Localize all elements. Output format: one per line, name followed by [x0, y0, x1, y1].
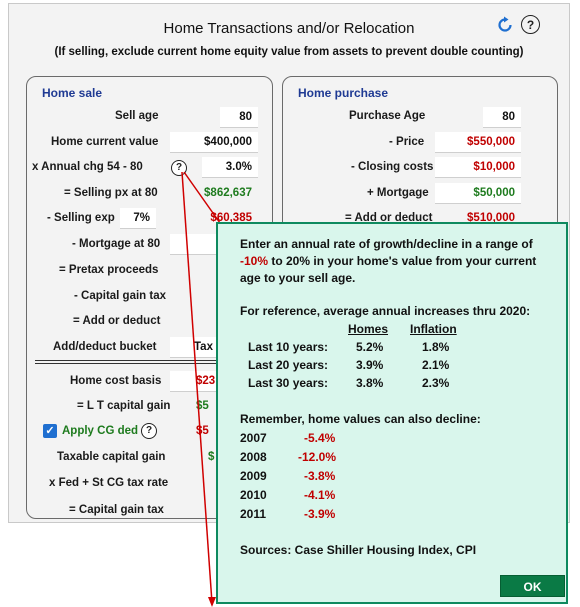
taxable-capital-gain-label: Taxable capital gain	[57, 451, 166, 463]
purchase-mortgage-input[interactable]: $50,000	[435, 183, 521, 204]
purchase-mortgage-label: + Mortgage	[367, 187, 429, 199]
decline-change: -4.1%	[304, 488, 336, 502]
purchase-age-label: Purchase Age	[349, 110, 426, 122]
selling-px-label: = Selling px at 80	[64, 187, 158, 199]
purchase-add-deduct-value: $510,000	[467, 212, 515, 224]
pretax-proceeds-label: = Pretax proceeds	[59, 264, 159, 276]
annual-change-label: x Annual chg 54 - 80	[32, 161, 143, 173]
taxable-capital-gain-value: $	[208, 451, 215, 463]
decline-year: 2009	[240, 469, 267, 483]
decline-year: 2010	[240, 488, 267, 502]
tooltip-reference: For reference, average annual increases …	[240, 304, 531, 318]
decline-change: -12.0%	[298, 450, 337, 464]
stats-inflation: 1.8%	[422, 340, 450, 354]
col-homes-header: Homes	[348, 322, 389, 336]
apply-cg-ded-checkbox[interactable]: ✓	[43, 424, 57, 438]
tooltip-intro-negative: -10%	[240, 254, 269, 268]
refresh-icon[interactable]	[495, 15, 515, 35]
col-inflation-header: Inflation	[410, 322, 457, 336]
tooltip-intro-line-1: Enter an annual rate of growth/decline i…	[240, 237, 533, 251]
selling-px-value: $862,637	[204, 187, 252, 199]
tooltip-sources: Sources: Case Shiller Housing Index, CPI	[240, 543, 477, 557]
stats-period: Last 10 years:	[248, 340, 329, 354]
apply-cg-help-icon[interactable]: ?	[141, 423, 157, 439]
selling-exp-label: - Selling exp	[47, 212, 115, 224]
add-or-deduct-label: = Add or deduct	[73, 315, 161, 327]
stats-period: Last 20 years:	[248, 358, 329, 372]
decline-year: 2011	[240, 507, 267, 521]
lt-capital-gain-label: = L T capital gain	[77, 400, 171, 412]
decline-year: 2007	[240, 431, 267, 445]
decline-change: -5.4%	[304, 431, 336, 445]
stats-homes: 3.9%	[356, 358, 384, 372]
purchase-price-input[interactable]: $550,000	[435, 132, 521, 153]
selling-exp-pct-input[interactable]: 7%	[120, 208, 156, 229]
capital-gain-tax-label: - Capital gain tax	[74, 290, 167, 302]
sell-age-label: Sell age	[115, 110, 159, 122]
selling-exp-value: $60,385	[210, 212, 252, 224]
purchase-price-label: - Price	[389, 136, 425, 148]
stats-inflation: 2.3%	[422, 376, 450, 390]
decline-change: -3.9%	[304, 507, 336, 521]
home-current-value-input[interactable]: $400,000	[170, 132, 258, 153]
help-icon[interactable]: ?	[521, 15, 540, 34]
home-current-value-label: Home current value	[51, 136, 159, 148]
closing-costs-label: - Closing costs	[351, 161, 434, 173]
home-purchase-title: Home purchase	[298, 86, 389, 100]
add-deduct-bucket-label: Add/deduct bucket	[53, 341, 157, 353]
tooltip-intro-line-3: age to your sell age.	[240, 271, 356, 285]
annual-change-input[interactable]: 3.0%	[202, 157, 258, 178]
apply-cg-ded-label: Apply CG ded	[62, 425, 139, 437]
tooltip-intro-line-2: to 20% in your home's value from your cu…	[268, 254, 537, 268]
stats-period: Last 30 years:	[248, 376, 329, 390]
decline-year: 2008	[240, 450, 267, 464]
annual-change-help-icon[interactable]: ?	[171, 160, 187, 176]
purchase-age-input[interactable]: 80	[483, 107, 521, 128]
capital-gain-tax-total-label: = Capital gain tax	[69, 504, 164, 516]
decline-change: -3.8%	[304, 469, 336, 483]
stats-homes: 5.2%	[356, 340, 384, 354]
home-cost-basis-label: Home cost basis	[70, 375, 162, 387]
sell-age-input[interactable]: 80	[220, 107, 258, 128]
tooltip-intro: Enter an annual rate of growth/decline i…	[240, 236, 560, 287]
home-purchase-panel: Home purchase Purchase Age 80 - Price $5…	[282, 76, 558, 244]
ok-button[interactable]: OK	[500, 575, 565, 597]
stats-homes: 3.8%	[356, 376, 384, 390]
cg-tax-rate-label: x Fed + St CG tax rate	[49, 477, 169, 489]
stats-inflation: 2.1%	[422, 358, 450, 372]
window-subtitle: (If selling, exclude current home equity…	[54, 46, 524, 58]
closing-costs-input[interactable]: $10,000	[435, 157, 521, 178]
window-title: Home Transactions and/or Relocation	[163, 20, 415, 37]
purchase-add-deduct-label: = Add or deduct	[345, 212, 433, 224]
tooltip-decline-note: Remember, home values can also decline:	[240, 412, 481, 426]
section-divider	[35, 360, 240, 364]
home-sale-title: Home sale	[42, 86, 103, 100]
annual-change-tooltip: Enter an annual rate of growth/decline i…	[216, 222, 568, 604]
mortgage-at-sale-label: - Mortgage at 80	[72, 238, 161, 250]
